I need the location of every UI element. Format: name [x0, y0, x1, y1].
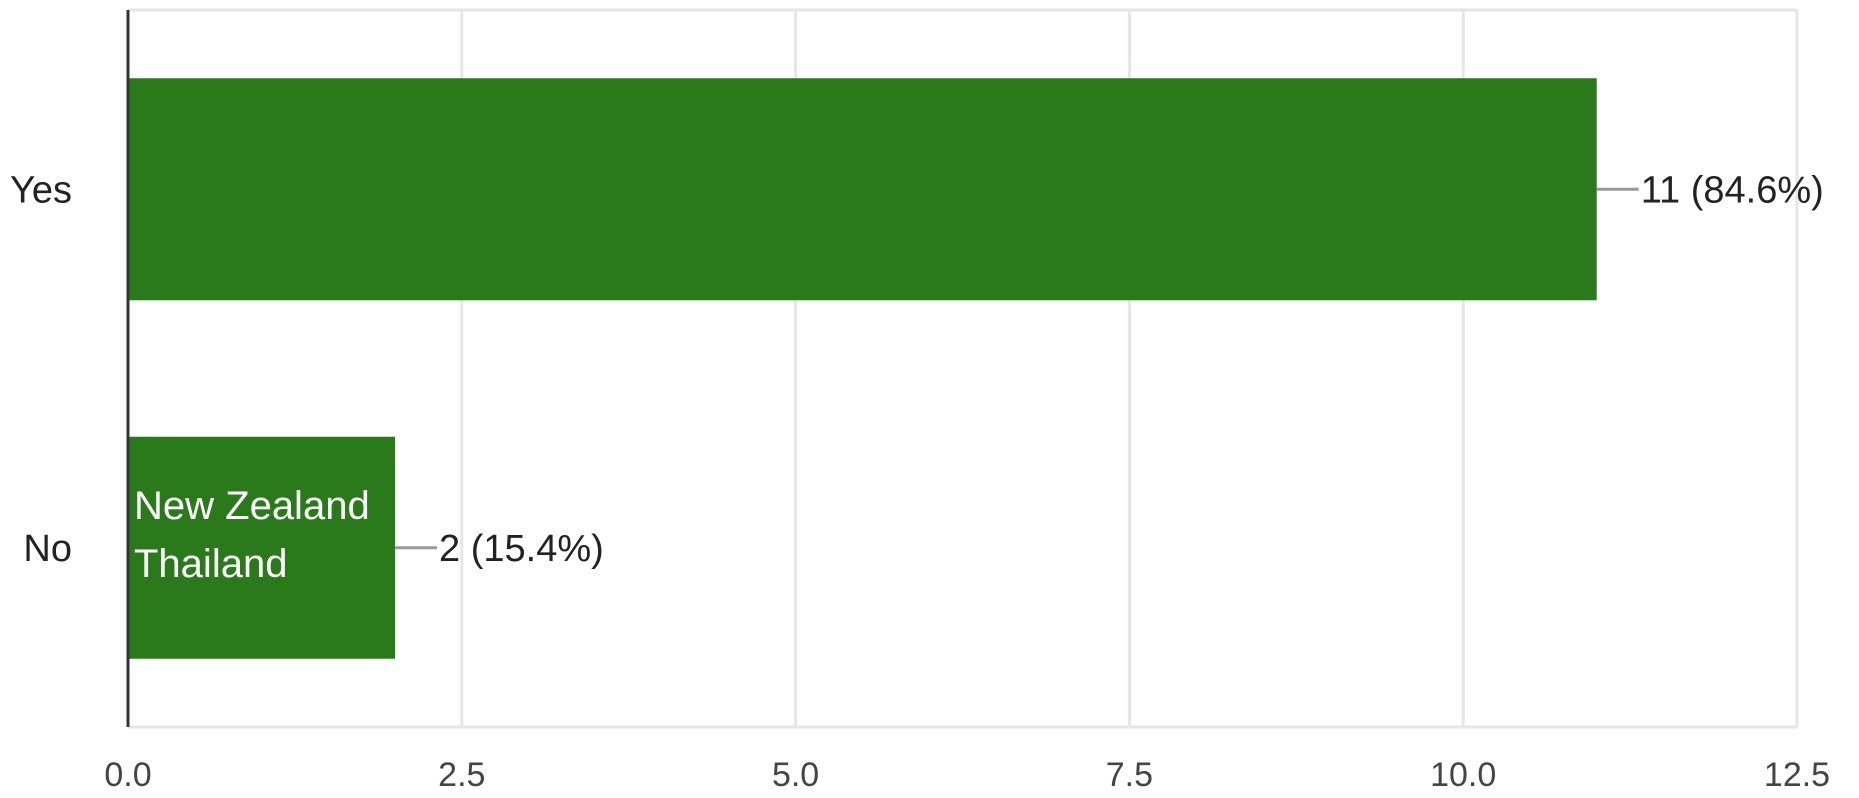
- bar-annotation: Thailand: [134, 542, 287, 586]
- y-category-label: No: [23, 528, 72, 570]
- labels: Yes 11 (84.6%) No 2 (15.4%) New Zealand Thail…: [10, 169, 1824, 586]
- x-tick-label: 2.5: [438, 756, 485, 793]
- bar-annotation: New Zealand: [134, 484, 370, 528]
- y-category-label: Yes: [10, 169, 72, 211]
- data-label: 11 (84.6%): [1641, 169, 1824, 211]
- x-tick-label: 5.0: [772, 756, 819, 793]
- x-tick-label: 7.5: [1106, 756, 1153, 793]
- x-tick-label: 0.0: [104, 756, 151, 793]
- x-tick-label: 10.0: [1430, 756, 1496, 793]
- data-label: 2 (15.4%): [439, 528, 604, 570]
- axes: 0.0 2.5 5.0 7.5 10.0 12.5: [104, 10, 1830, 794]
- bars: [128, 78, 1597, 659]
- x-tick-label: 12.5: [1764, 756, 1830, 793]
- bar-no: [128, 436, 396, 659]
- bar-yes: [128, 78, 1597, 301]
